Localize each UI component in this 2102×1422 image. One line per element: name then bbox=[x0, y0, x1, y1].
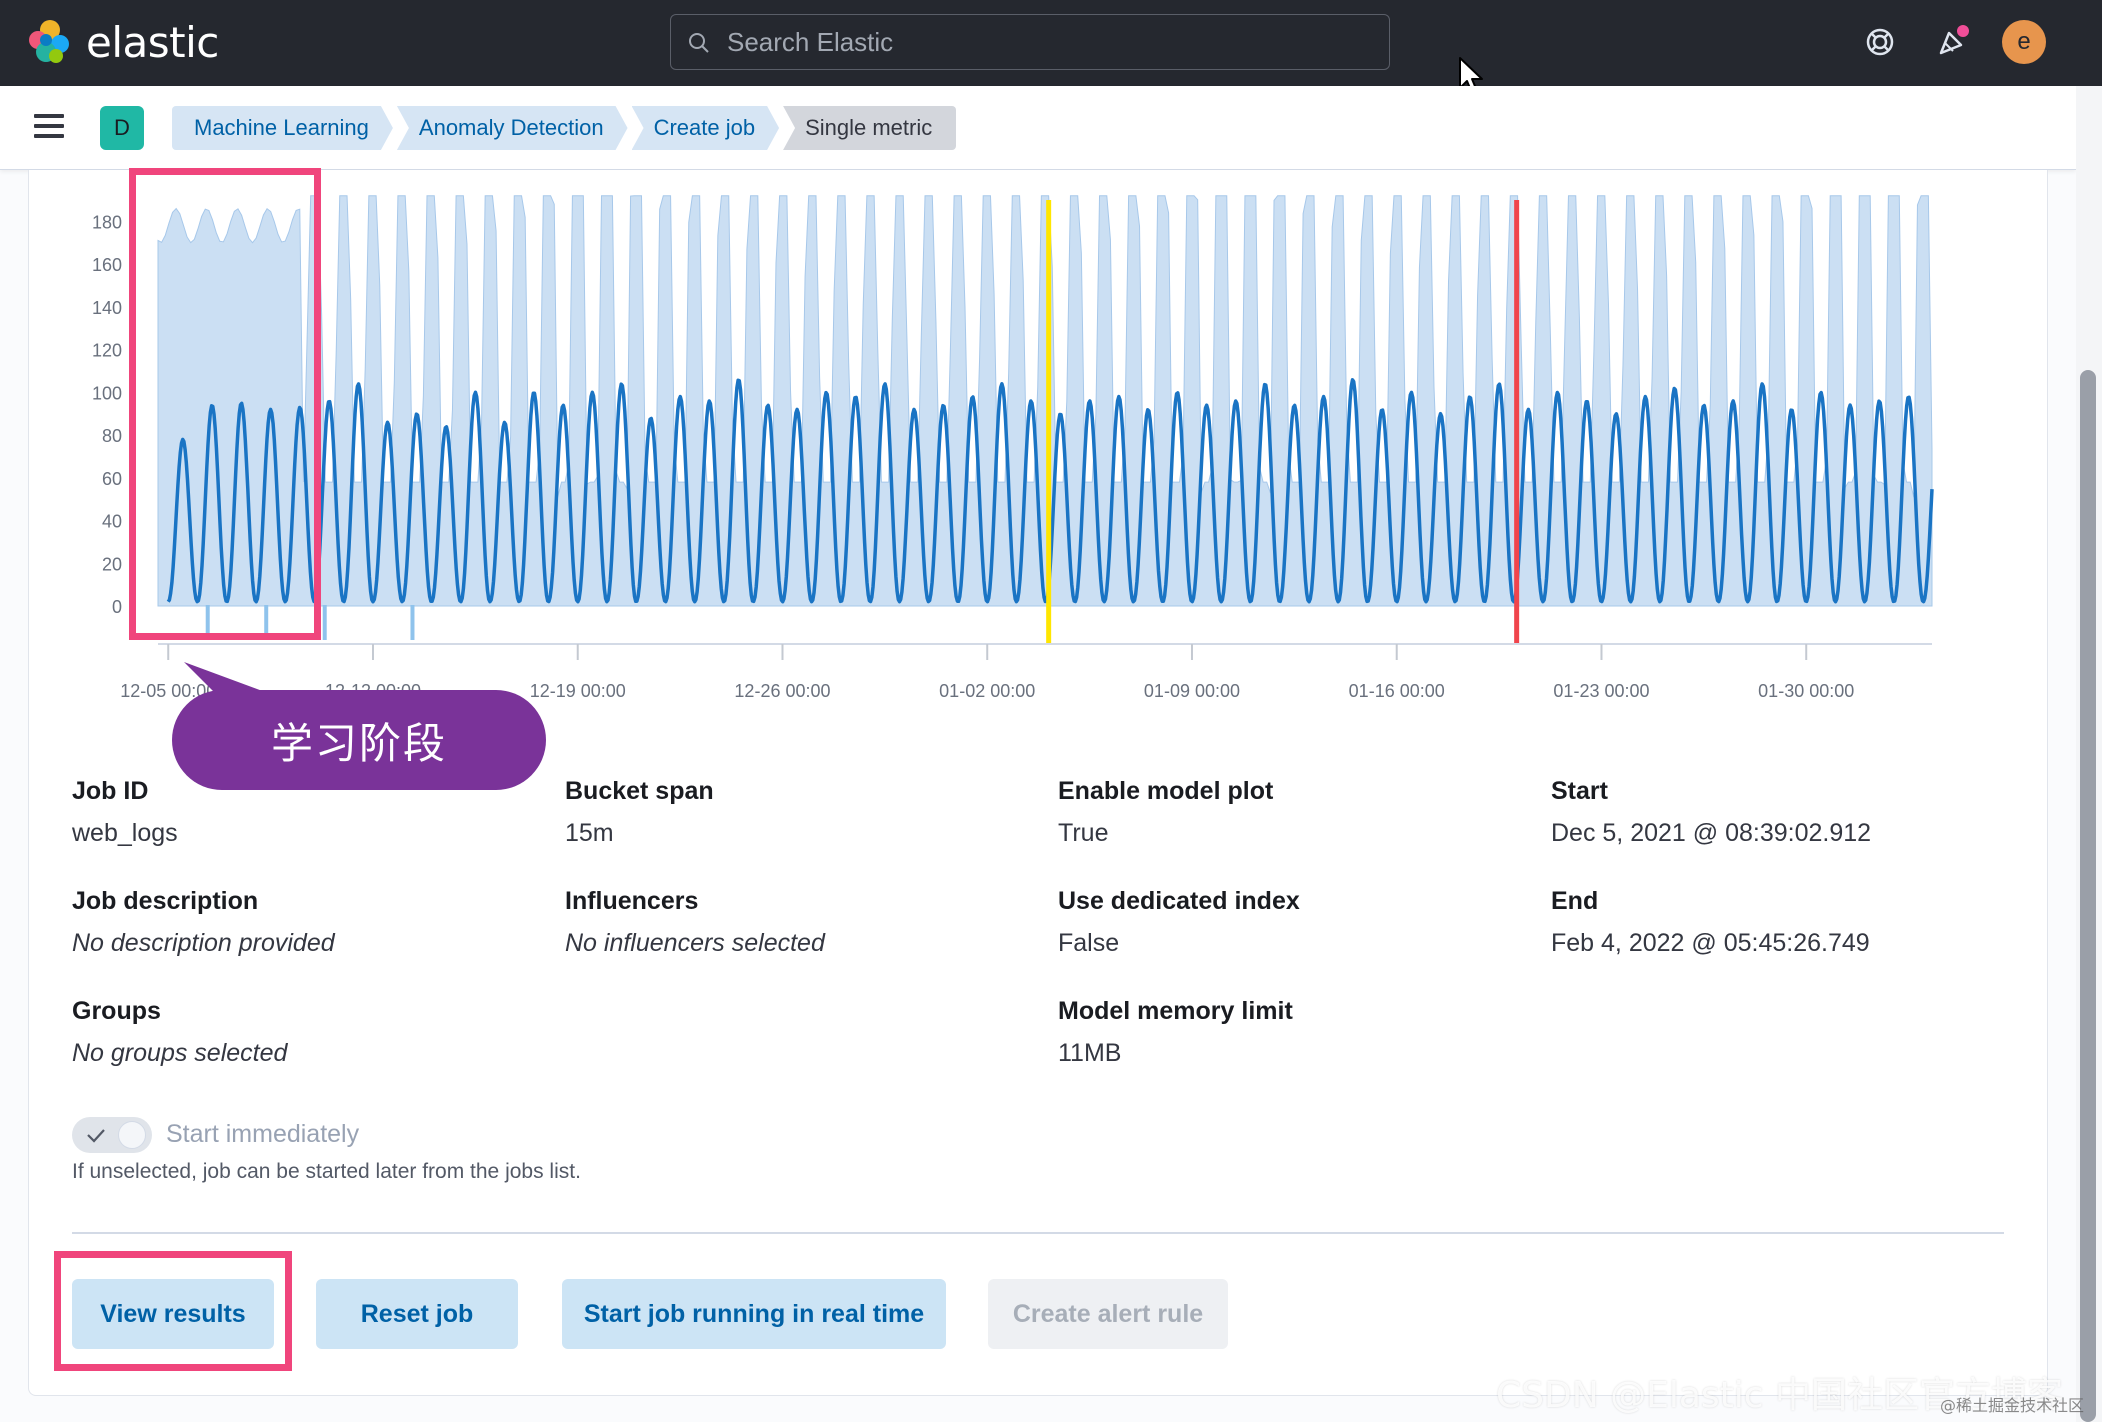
breadcrumb-anomaly-detection[interactable]: Anomaly Detection bbox=[397, 106, 628, 150]
x-tick-label: 12-26 00:00 bbox=[734, 681, 830, 701]
start-value: Dec 5, 2021 @ 08:39:02.912 bbox=[1551, 819, 1872, 847]
start-immediately-help: If unselected, job can be started later … bbox=[72, 1160, 581, 1183]
y-tick-label: 140 bbox=[92, 298, 122, 318]
end-label: End bbox=[1551, 887, 1599, 915]
y-tick-label: 120 bbox=[92, 341, 122, 361]
toggle-knob bbox=[118, 1121, 146, 1149]
elastic-logo[interactable] bbox=[26, 18, 74, 66]
x-tick-label: 01-30 00:00 bbox=[1758, 681, 1854, 701]
job-description-value: No description provided bbox=[72, 929, 335, 957]
x-tick-label: 12-19 00:00 bbox=[530, 681, 626, 701]
watermark: CSDN @Elastic 中国社区官方博客 bbox=[1496, 1375, 2064, 1416]
breadcrumb: Machine Learning Anomaly Detection Creat… bbox=[172, 106, 960, 150]
view-results-button[interactable]: View results bbox=[72, 1279, 274, 1349]
breadcrumb-bar: D Machine Learning Anomaly Detection Cre… bbox=[0, 86, 2076, 170]
notification-dot bbox=[1957, 25, 1969, 37]
watermark-small: @稀土掘金技术社区 bbox=[1940, 1396, 2085, 1415]
model-memory-limit-value: 11MB bbox=[1058, 1039, 1122, 1067]
start-realtime-button[interactable]: Start job running in real time bbox=[562, 1279, 946, 1349]
model-bounds-area bbox=[157, 195, 1933, 607]
search-input[interactable] bbox=[727, 15, 1367, 69]
end-value: Feb 4, 2022 @ 05:45:26.749 bbox=[1551, 929, 1870, 957]
reset-job-button[interactable]: Reset job bbox=[316, 1279, 518, 1349]
y-tick-label: 60 bbox=[102, 469, 122, 489]
enable-model-plot-value: True bbox=[1058, 819, 1109, 847]
user-avatar[interactable]: e bbox=[2002, 20, 2046, 64]
enable-model-plot-label: Enable model plot bbox=[1058, 777, 1274, 805]
model-memory-limit-label: Model memory limit bbox=[1058, 997, 1293, 1025]
top-header: elastic e bbox=[0, 0, 2102, 94]
app-name[interactable]: elastic bbox=[86, 18, 219, 67]
create-alert-rule-button: Create alert rule bbox=[988, 1279, 1228, 1349]
space-avatar[interactable]: D bbox=[100, 106, 144, 150]
start-immediately-label[interactable]: Start immediately bbox=[166, 1120, 360, 1148]
groups-value: No groups selected bbox=[72, 1039, 288, 1067]
y-tick-label: 80 bbox=[102, 426, 122, 446]
search-bar[interactable] bbox=[670, 14, 1390, 70]
start-immediately-toggle[interactable] bbox=[72, 1117, 152, 1153]
start-label: Start bbox=[1551, 777, 1608, 805]
x-tick-label: 01-09 00:00 bbox=[1144, 681, 1240, 701]
newsfeed-icon[interactable] bbox=[1930, 20, 1974, 64]
y-tick-label: 160 bbox=[92, 255, 122, 275]
y-tick-label: 180 bbox=[92, 212, 122, 232]
bucket-span-value: 15m bbox=[565, 819, 614, 847]
y-tick-label: 0 bbox=[112, 597, 122, 617]
learning-phase-callout: 学习阶段 bbox=[172, 690, 546, 790]
y-tick-label: 40 bbox=[102, 512, 122, 532]
search-icon bbox=[689, 33, 709, 53]
bucket-span-label: Bucket span bbox=[565, 777, 714, 805]
page-scrollbar-thumb[interactable] bbox=[2080, 370, 2096, 1422]
job-id-label: Job ID bbox=[72, 777, 149, 805]
breadcrumb-create-job[interactable]: Create job bbox=[632, 106, 780, 150]
y-tick-label: 100 bbox=[92, 383, 122, 403]
check-icon bbox=[87, 1129, 105, 1143]
x-tick-label: 01-16 00:00 bbox=[1349, 681, 1445, 701]
x-tick-label: 01-23 00:00 bbox=[1553, 681, 1649, 701]
breadcrumb-machine-learning[interactable]: Machine Learning bbox=[172, 106, 393, 150]
dedicated-index-label: Use dedicated index bbox=[1058, 887, 1300, 915]
dedicated-index-value: False bbox=[1058, 929, 1120, 957]
breadcrumb-single-metric: Single metric bbox=[783, 106, 957, 150]
learning-phase-highlight bbox=[129, 168, 321, 640]
x-tick-label: 12-05 00:00 bbox=[120, 681, 216, 701]
y-tick-label: 20 bbox=[102, 554, 122, 574]
hamburger-menu-icon[interactable] bbox=[34, 114, 64, 138]
x-tick-label: 01-02 00:00 bbox=[939, 681, 1035, 701]
section-divider bbox=[72, 1232, 2004, 1234]
view-results-highlight bbox=[54, 1251, 292, 1371]
job-description-label: Job description bbox=[72, 887, 259, 915]
influencers-value: No influencers selected bbox=[565, 929, 825, 957]
help-icon[interactable] bbox=[1858, 20, 1902, 64]
job-id-value: web_logs bbox=[72, 819, 178, 847]
groups-label: Groups bbox=[72, 997, 161, 1025]
influencers-label: Influencers bbox=[565, 887, 699, 915]
